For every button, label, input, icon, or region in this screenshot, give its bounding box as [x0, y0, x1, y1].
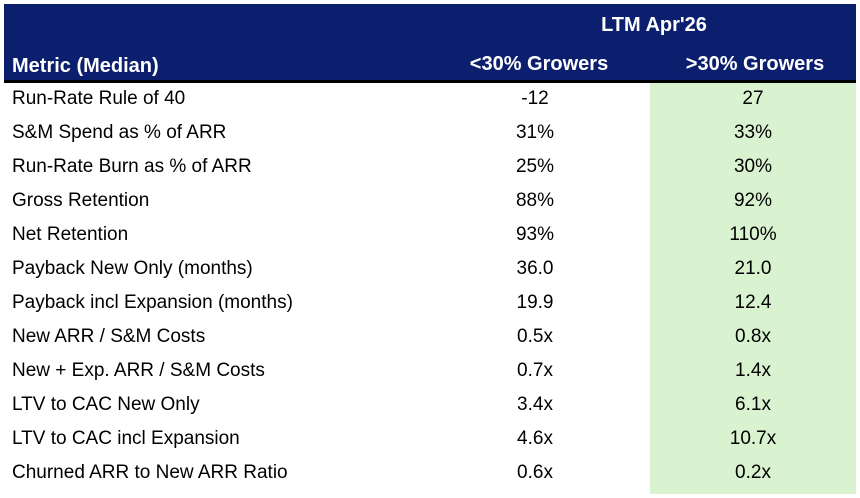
metric-column-header: Metric (Median) — [12, 55, 159, 77]
low-growers-value: 0.7x — [517, 360, 553, 381]
period-header: LTM Apr'26 — [601, 14, 707, 36]
high-growers-value: 0.2x — [735, 462, 771, 483]
low-growers-value: 19.9 — [516, 292, 554, 313]
table-row: New + Exp. ARR / S&M Costs 0.7x 1.4x — [0, 355, 860, 389]
high-growers-value: 110% — [729, 224, 777, 245]
table-row: S&M Spend as % of ARR 31% 33% — [0, 117, 860, 151]
high-growers-value: 30% — [733, 156, 773, 177]
metric-label: New + Exp. ARR / S&M Costs — [12, 360, 265, 381]
low-growers-value: -12 — [521, 88, 549, 109]
table-row: Gross Retention 88% 92% — [0, 185, 860, 219]
metric-label: Churned ARR to New ARR Ratio — [12, 462, 288, 483]
low-growers-value: 0.6x — [517, 462, 553, 483]
low-growers-value: 3.4x — [517, 394, 553, 415]
high-growers-value: 0.8x — [735, 326, 771, 347]
high-growers-value: 1.4x — [735, 360, 771, 381]
table-row: Net Retention 93% 110% — [0, 219, 860, 253]
metric-label: Payback New Only (months) — [12, 258, 253, 279]
low-growers-value: 36.0 — [516, 258, 554, 279]
table-row: LTV to CAC New Only 3.4x 6.1x — [0, 389, 860, 423]
high-growers-value: 21.0 — [734, 258, 772, 279]
metric-label: Gross Retention — [12, 190, 150, 211]
table-row: Churned ARR to New ARR Ratio 0.6x 0.2x — [0, 457, 860, 491]
high-growers-value: 92% — [733, 190, 773, 211]
metric-label: Payback incl Expansion (months) — [12, 292, 293, 313]
low-growers-value: 31% — [515, 122, 555, 143]
metric-label: S&M Spend as % of ARR — [12, 122, 227, 143]
metric-label: New ARR / S&M Costs — [12, 326, 206, 347]
table-row: Run-Rate Rule of 40 -12 27 — [0, 83, 860, 117]
highlight-column-band — [650, 83, 856, 494]
table-row: New ARR / S&M Costs 0.5x 0.8x — [0, 321, 860, 355]
table-row: Payback incl Expansion (months) 19.9 12.4 — [0, 287, 860, 321]
metric-label: Net Retention — [12, 224, 129, 245]
high-growers-column-header: >30% Growers — [685, 53, 825, 75]
table-header: LTM Apr'26 Metric (Median) <30% Growers … — [4, 4, 856, 82]
low-growers-column-header: <30% Growers — [469, 53, 609, 75]
high-growers-value: 12.4 — [734, 292, 772, 313]
metric-label: LTV to CAC incl Expansion — [12, 428, 240, 449]
low-growers-value: 93% — [515, 224, 555, 245]
low-growers-value: 88% — [515, 190, 555, 211]
table-body: Run-Rate Rule of 40 -12 27 S&M Spend as % o… — [0, 83, 860, 491]
low-growers-value: 0.5x — [517, 326, 553, 347]
table-row: Run-Rate Burn as % of ARR 25% 30% — [0, 151, 860, 185]
metric-label: Run-Rate Burn as % of ARR — [12, 156, 252, 177]
header-divider — [4, 80, 856, 83]
high-growers-value: 6.1x — [735, 394, 771, 415]
low-growers-value: 25% — [515, 156, 555, 177]
table-row: LTV to CAC incl Expansion 4.6x 10.7x — [0, 423, 860, 457]
metric-label: Run-Rate Rule of 40 — [12, 88, 186, 109]
high-growers-value: 27 — [742, 88, 764, 109]
metric-label: LTV to CAC New Only — [12, 394, 200, 415]
table-row: Payback New Only (months) 36.0 21.0 — [0, 253, 860, 287]
high-growers-value: 33% — [733, 122, 773, 143]
low-growers-value: 4.6x — [517, 428, 553, 449]
high-growers-value: 10.7x — [729, 428, 777, 449]
